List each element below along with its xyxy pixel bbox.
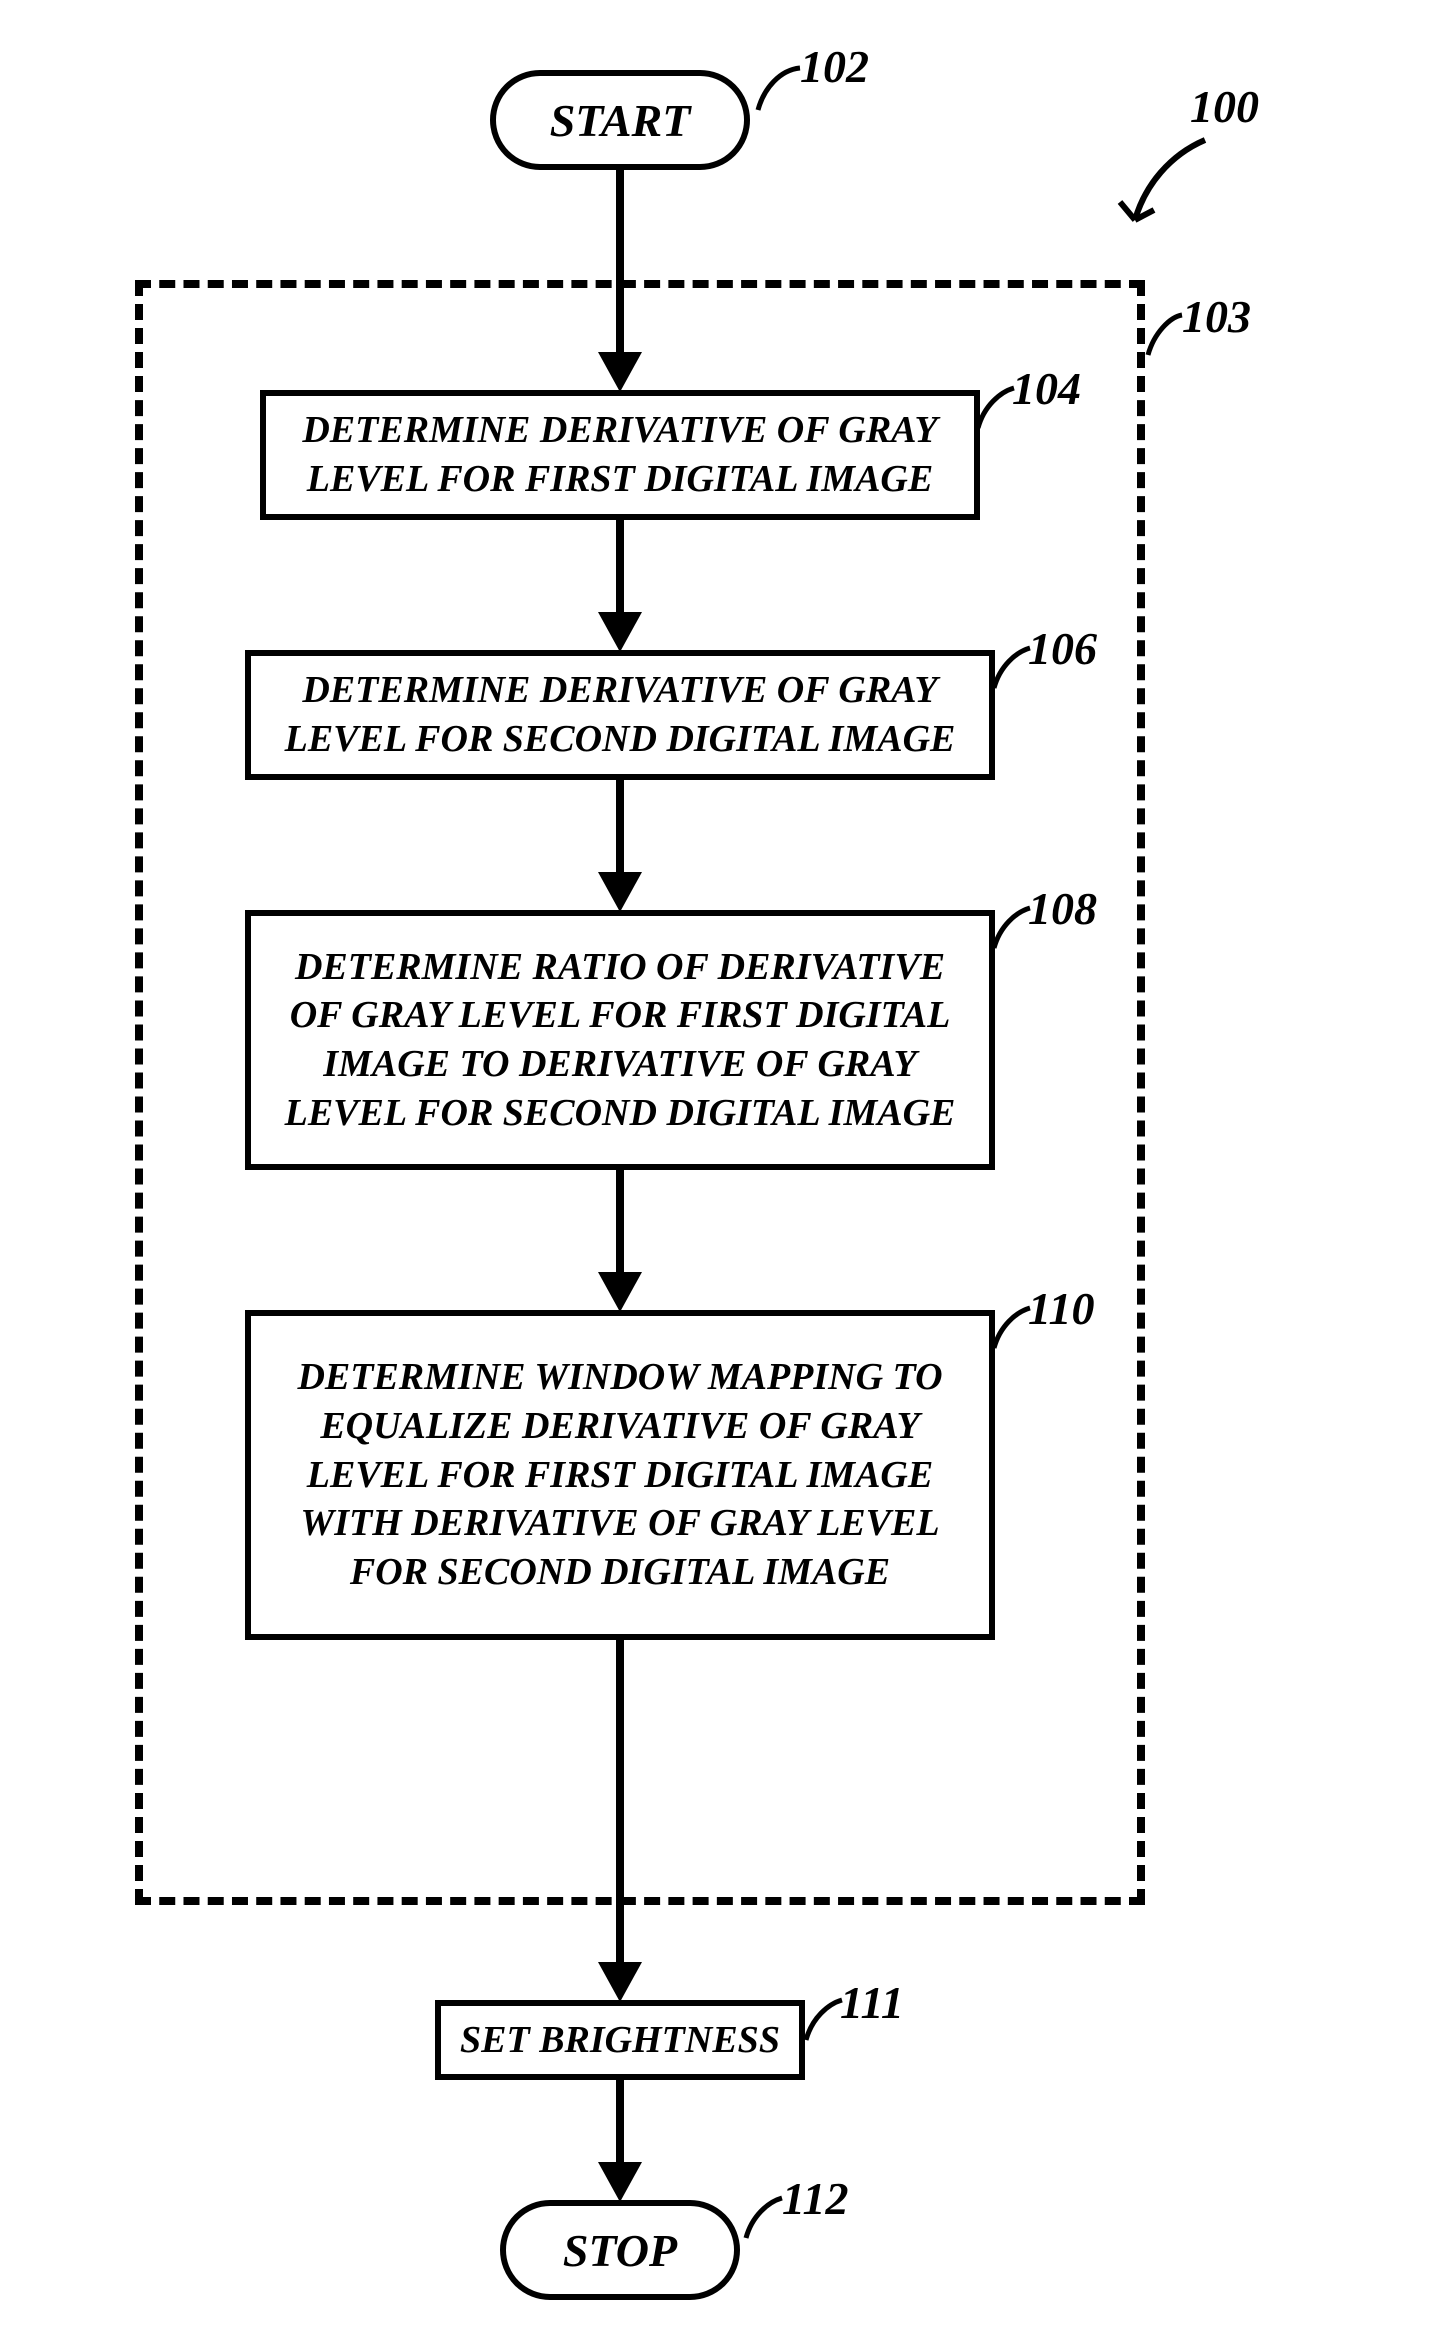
process-108-text: DETERMINE RATIO OF DERIVATIVE OF GRAY LE…	[265, 943, 975, 1138]
process-108: DETERMINE RATIO OF DERIVATIVE OF GRAY LE…	[245, 910, 995, 1170]
stop-label: STOP	[563, 2224, 677, 2277]
label-103: 103	[1182, 290, 1251, 343]
arrowhead-110-to-111	[598, 1962, 642, 2002]
start-node: START	[490, 70, 750, 170]
arrow-110-to-111	[616, 1640, 624, 1965]
arrow-108-to-110	[616, 1170, 624, 1275]
process-111: SET BRIGHTNESS	[435, 2000, 805, 2080]
label-102: 102	[800, 40, 869, 93]
label-110: 110	[1028, 1282, 1094, 1335]
arrow-106-to-108	[616, 780, 624, 875]
start-label: START	[550, 94, 691, 147]
process-106: DETERMINE DERIVATIVE OF GRAY LEVEL FOR S…	[245, 650, 995, 780]
label-100: 100	[1190, 80, 1259, 133]
arrowhead-111-to-stop	[598, 2162, 642, 2202]
arrow-111-to-stop	[616, 2080, 624, 2165]
process-104: DETERMINE DERIVATIVE OF GRAY LEVEL FOR F…	[260, 390, 980, 520]
label-112: 112	[782, 2172, 848, 2225]
arrowhead-108-to-110	[598, 1272, 642, 1312]
arrowhead-106-to-108	[598, 872, 642, 912]
process-104-text: DETERMINE DERIVATIVE OF GRAY LEVEL FOR F…	[280, 406, 960, 503]
label-106: 106	[1028, 622, 1097, 675]
process-111-text: SET BRIGHTNESS	[460, 2016, 780, 2065]
arrow-start-to-104	[616, 170, 624, 355]
label-108: 108	[1028, 882, 1097, 935]
arrowhead-104-to-106	[598, 612, 642, 652]
callout-100	[1110, 130, 1230, 240]
arrow-104-to-106	[616, 520, 624, 615]
process-110: DETERMINE WINDOW MAPPING TO EQUALIZE DER…	[245, 1310, 995, 1640]
process-106-text: DETERMINE DERIVATIVE OF GRAY LEVEL FOR S…	[265, 666, 975, 763]
arrowhead-start-to-104	[598, 352, 642, 392]
label-104: 104	[1012, 362, 1081, 415]
label-111: 111	[840, 1976, 904, 2029]
stop-node: STOP	[500, 2200, 740, 2300]
process-110-text: DETERMINE WINDOW MAPPING TO EQUALIZE DER…	[265, 1353, 975, 1596]
